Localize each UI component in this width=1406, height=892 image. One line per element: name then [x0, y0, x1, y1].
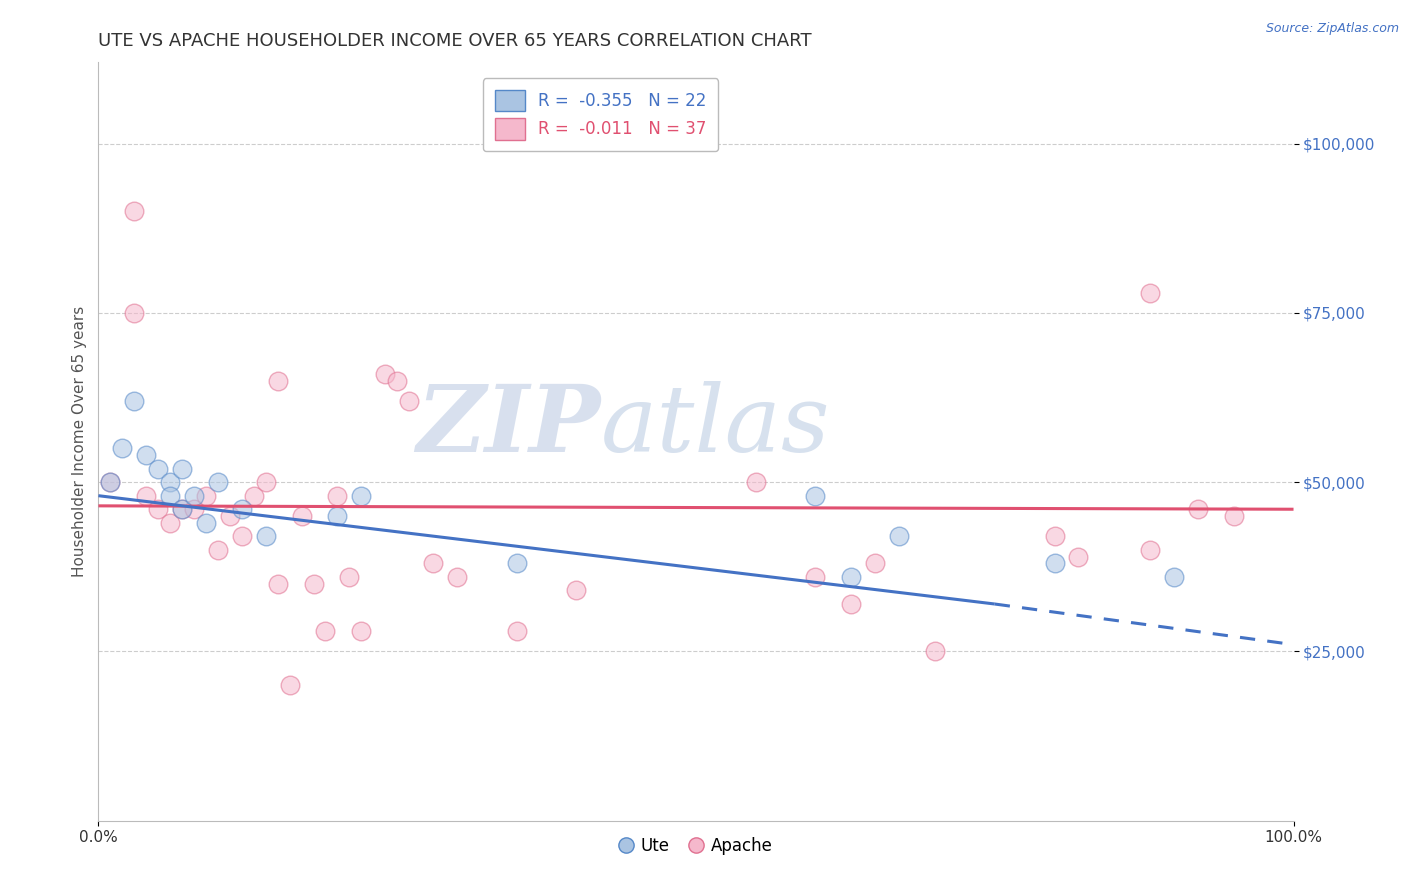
Point [124, 306, 146, 320]
Point [374, 367, 396, 381]
Point [195, 516, 218, 530]
Point [841, 597, 863, 611]
Point [278, 678, 301, 692]
Point [231, 529, 253, 543]
Point [1139, 542, 1161, 557]
Legend: Ute, Apache: Ute, Apache [612, 830, 780, 862]
Point [183, 502, 205, 516]
Point [148, 461, 170, 475]
Point [1043, 529, 1066, 543]
Text: UTE VS APACHE HOUSEHOLDER INCOME OVER 65 YEARS CORRELATION CHART: UTE VS APACHE HOUSEHOLDER INCOME OVER 65… [98, 32, 813, 50]
Point [219, 508, 242, 523]
Point [98, 475, 122, 490]
Point [924, 644, 946, 658]
Point [446, 570, 468, 584]
Point [267, 374, 290, 388]
Point [124, 393, 146, 408]
Point [183, 489, 205, 503]
Point [804, 489, 827, 503]
Point [172, 502, 194, 516]
Point [1163, 570, 1185, 584]
Point [350, 624, 373, 639]
Point [506, 624, 529, 639]
Point [841, 570, 863, 584]
Point [207, 475, 229, 490]
Point [326, 489, 349, 503]
Point [172, 461, 194, 475]
Text: ZIP: ZIP [416, 382, 600, 471]
Point [422, 557, 444, 571]
Point [148, 502, 170, 516]
Point [172, 502, 194, 516]
Point [124, 204, 146, 219]
Point [159, 489, 181, 503]
Point [889, 529, 911, 543]
Point [804, 570, 827, 584]
Point [506, 557, 529, 571]
Point [1139, 285, 1161, 300]
Point [745, 475, 768, 490]
Point [254, 475, 277, 490]
Point [111, 442, 134, 456]
Point [1187, 502, 1209, 516]
Point [565, 583, 588, 598]
Point [350, 489, 373, 503]
Y-axis label: Householder Income Over 65 years: Householder Income Over 65 years [72, 306, 87, 577]
Point [315, 624, 337, 639]
Point [291, 508, 314, 523]
Text: Source: ZipAtlas.com: Source: ZipAtlas.com [1265, 22, 1399, 36]
Point [243, 489, 266, 503]
Point [231, 502, 253, 516]
Point [385, 374, 409, 388]
Point [195, 489, 218, 503]
Point [865, 557, 887, 571]
Point [398, 393, 420, 408]
Point [135, 448, 157, 462]
Text: atlas: atlas [600, 382, 830, 471]
Point [159, 475, 181, 490]
Point [267, 576, 290, 591]
Point [254, 529, 277, 543]
Point [98, 475, 122, 490]
Point [207, 542, 229, 557]
Point [1043, 557, 1066, 571]
Point [135, 489, 157, 503]
Point [1067, 549, 1090, 564]
Point [1223, 508, 1246, 523]
Point [326, 508, 349, 523]
Point [302, 576, 325, 591]
Point [159, 516, 181, 530]
Point [339, 570, 361, 584]
